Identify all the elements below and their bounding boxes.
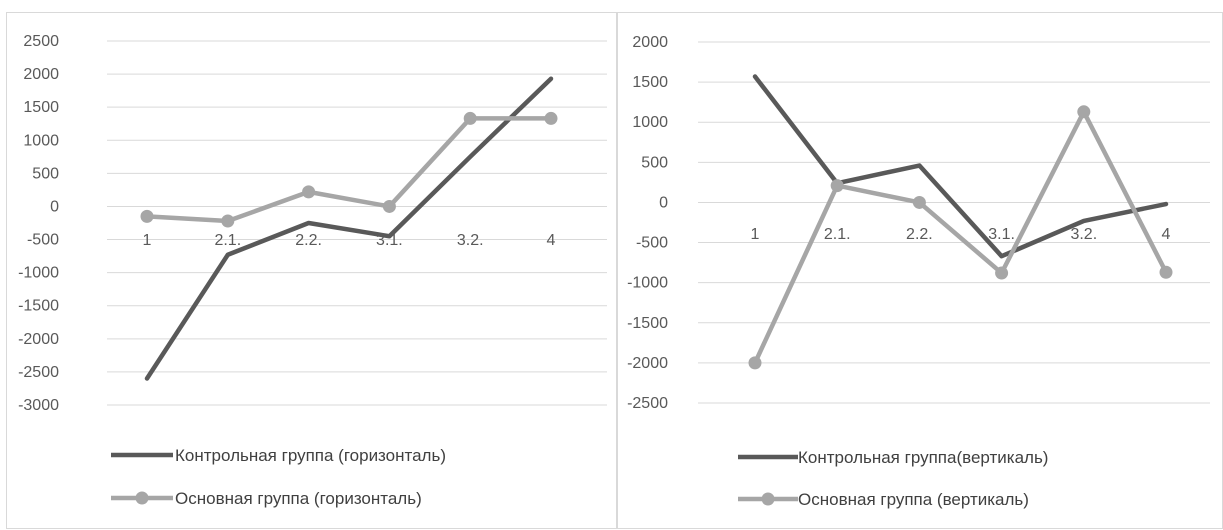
y-tick-label: -2000: [627, 355, 668, 372]
data-point-marker: [912, 195, 926, 209]
data-point-marker: [1159, 265, 1173, 279]
x-category-label: 1: [143, 232, 152, 249]
x-category-label: 4: [547, 232, 556, 249]
y-tick-label: 2500: [23, 33, 59, 50]
line-chart-horizontal: 2500 2000 1500 1000 500 0 -500 -1000 -1500 -2000 -…: [18, 33, 607, 508]
data-point-marker: [995, 266, 1009, 280]
y-tick-label: 2000: [23, 66, 59, 83]
y-tick-label: -500: [636, 235, 668, 252]
y-tick-label: -1500: [627, 315, 668, 332]
data-point-marker: [748, 356, 762, 370]
y-tick-label: 1000: [632, 114, 668, 131]
y-tick-label: 0: [50, 198, 59, 215]
x-category-label: 2.1.: [824, 226, 851, 243]
x-category-label: 2.2.: [906, 226, 933, 243]
data-point-marker: [544, 111, 558, 125]
line-chart-vertical: 2000 1500 1000 500 0 -500 -1000 -1500 -2000 -2500…: [627, 34, 1210, 509]
series-line-0: [144, 76, 554, 381]
legend-swatch-marker: [135, 491, 149, 505]
y-tick-label: -2000: [18, 331, 59, 348]
chart-panel-horizontal: 2500 2000 1500 1000 500 0 -500 -1000 -1500 -2000 -…: [6, 12, 617, 529]
data-point-marker: [830, 179, 844, 193]
series-line-0: [752, 74, 1169, 259]
y-tick-label: 0: [659, 194, 668, 211]
x-category-label: 3.2.: [1070, 226, 1097, 243]
y-tick-label: -1000: [627, 275, 668, 292]
x-category-label: 1: [751, 226, 760, 243]
data-point-marker: [140, 209, 154, 223]
x-category-label: 2.2.: [295, 232, 322, 249]
chart-panel-vertical: 2000 1500 1000 500 0 -500 -1000 -1500 -2000 -2500…: [617, 12, 1223, 529]
y-tick-label: 500: [641, 154, 668, 171]
y-tick-label: 2000: [632, 34, 668, 51]
y-tick-label: -3000: [18, 397, 59, 414]
data-point-marker: [221, 214, 235, 228]
y-tick-label: 1000: [23, 132, 59, 149]
data-point-marker: [382, 199, 396, 213]
legend-label: Контрольная группа(вертикаль): [798, 448, 1048, 467]
legend-label: Контрольная группа (горизонталь): [175, 446, 446, 465]
y-tick-label: -1000: [18, 265, 59, 282]
x-category-label: 3.1.: [988, 226, 1015, 243]
y-tick-label: -2500: [627, 395, 668, 412]
series-line-1: [144, 116, 554, 224]
y-tick-label: -2500: [18, 364, 59, 381]
y-tick-label: 1500: [632, 74, 668, 91]
legend-label: Основная группа (горизонталь): [175, 489, 422, 508]
data-point-marker: [463, 111, 477, 125]
legend-swatch-marker: [761, 492, 775, 506]
legend-label: Основная группа (вертикаль): [798, 490, 1029, 509]
y-tick-label: -500: [27, 232, 59, 249]
y-tick-label: -1500: [18, 298, 59, 315]
y-tick-label: 1500: [23, 99, 59, 116]
y-tick-label: 500: [32, 165, 59, 182]
data-point-marker: [302, 185, 316, 199]
data-point-marker: [1077, 105, 1091, 119]
x-category-label: 2.1.: [214, 232, 241, 249]
x-category-label: 4: [1162, 226, 1171, 243]
series-line-1: [752, 109, 1169, 366]
x-category-label: 3.2.: [457, 232, 484, 249]
